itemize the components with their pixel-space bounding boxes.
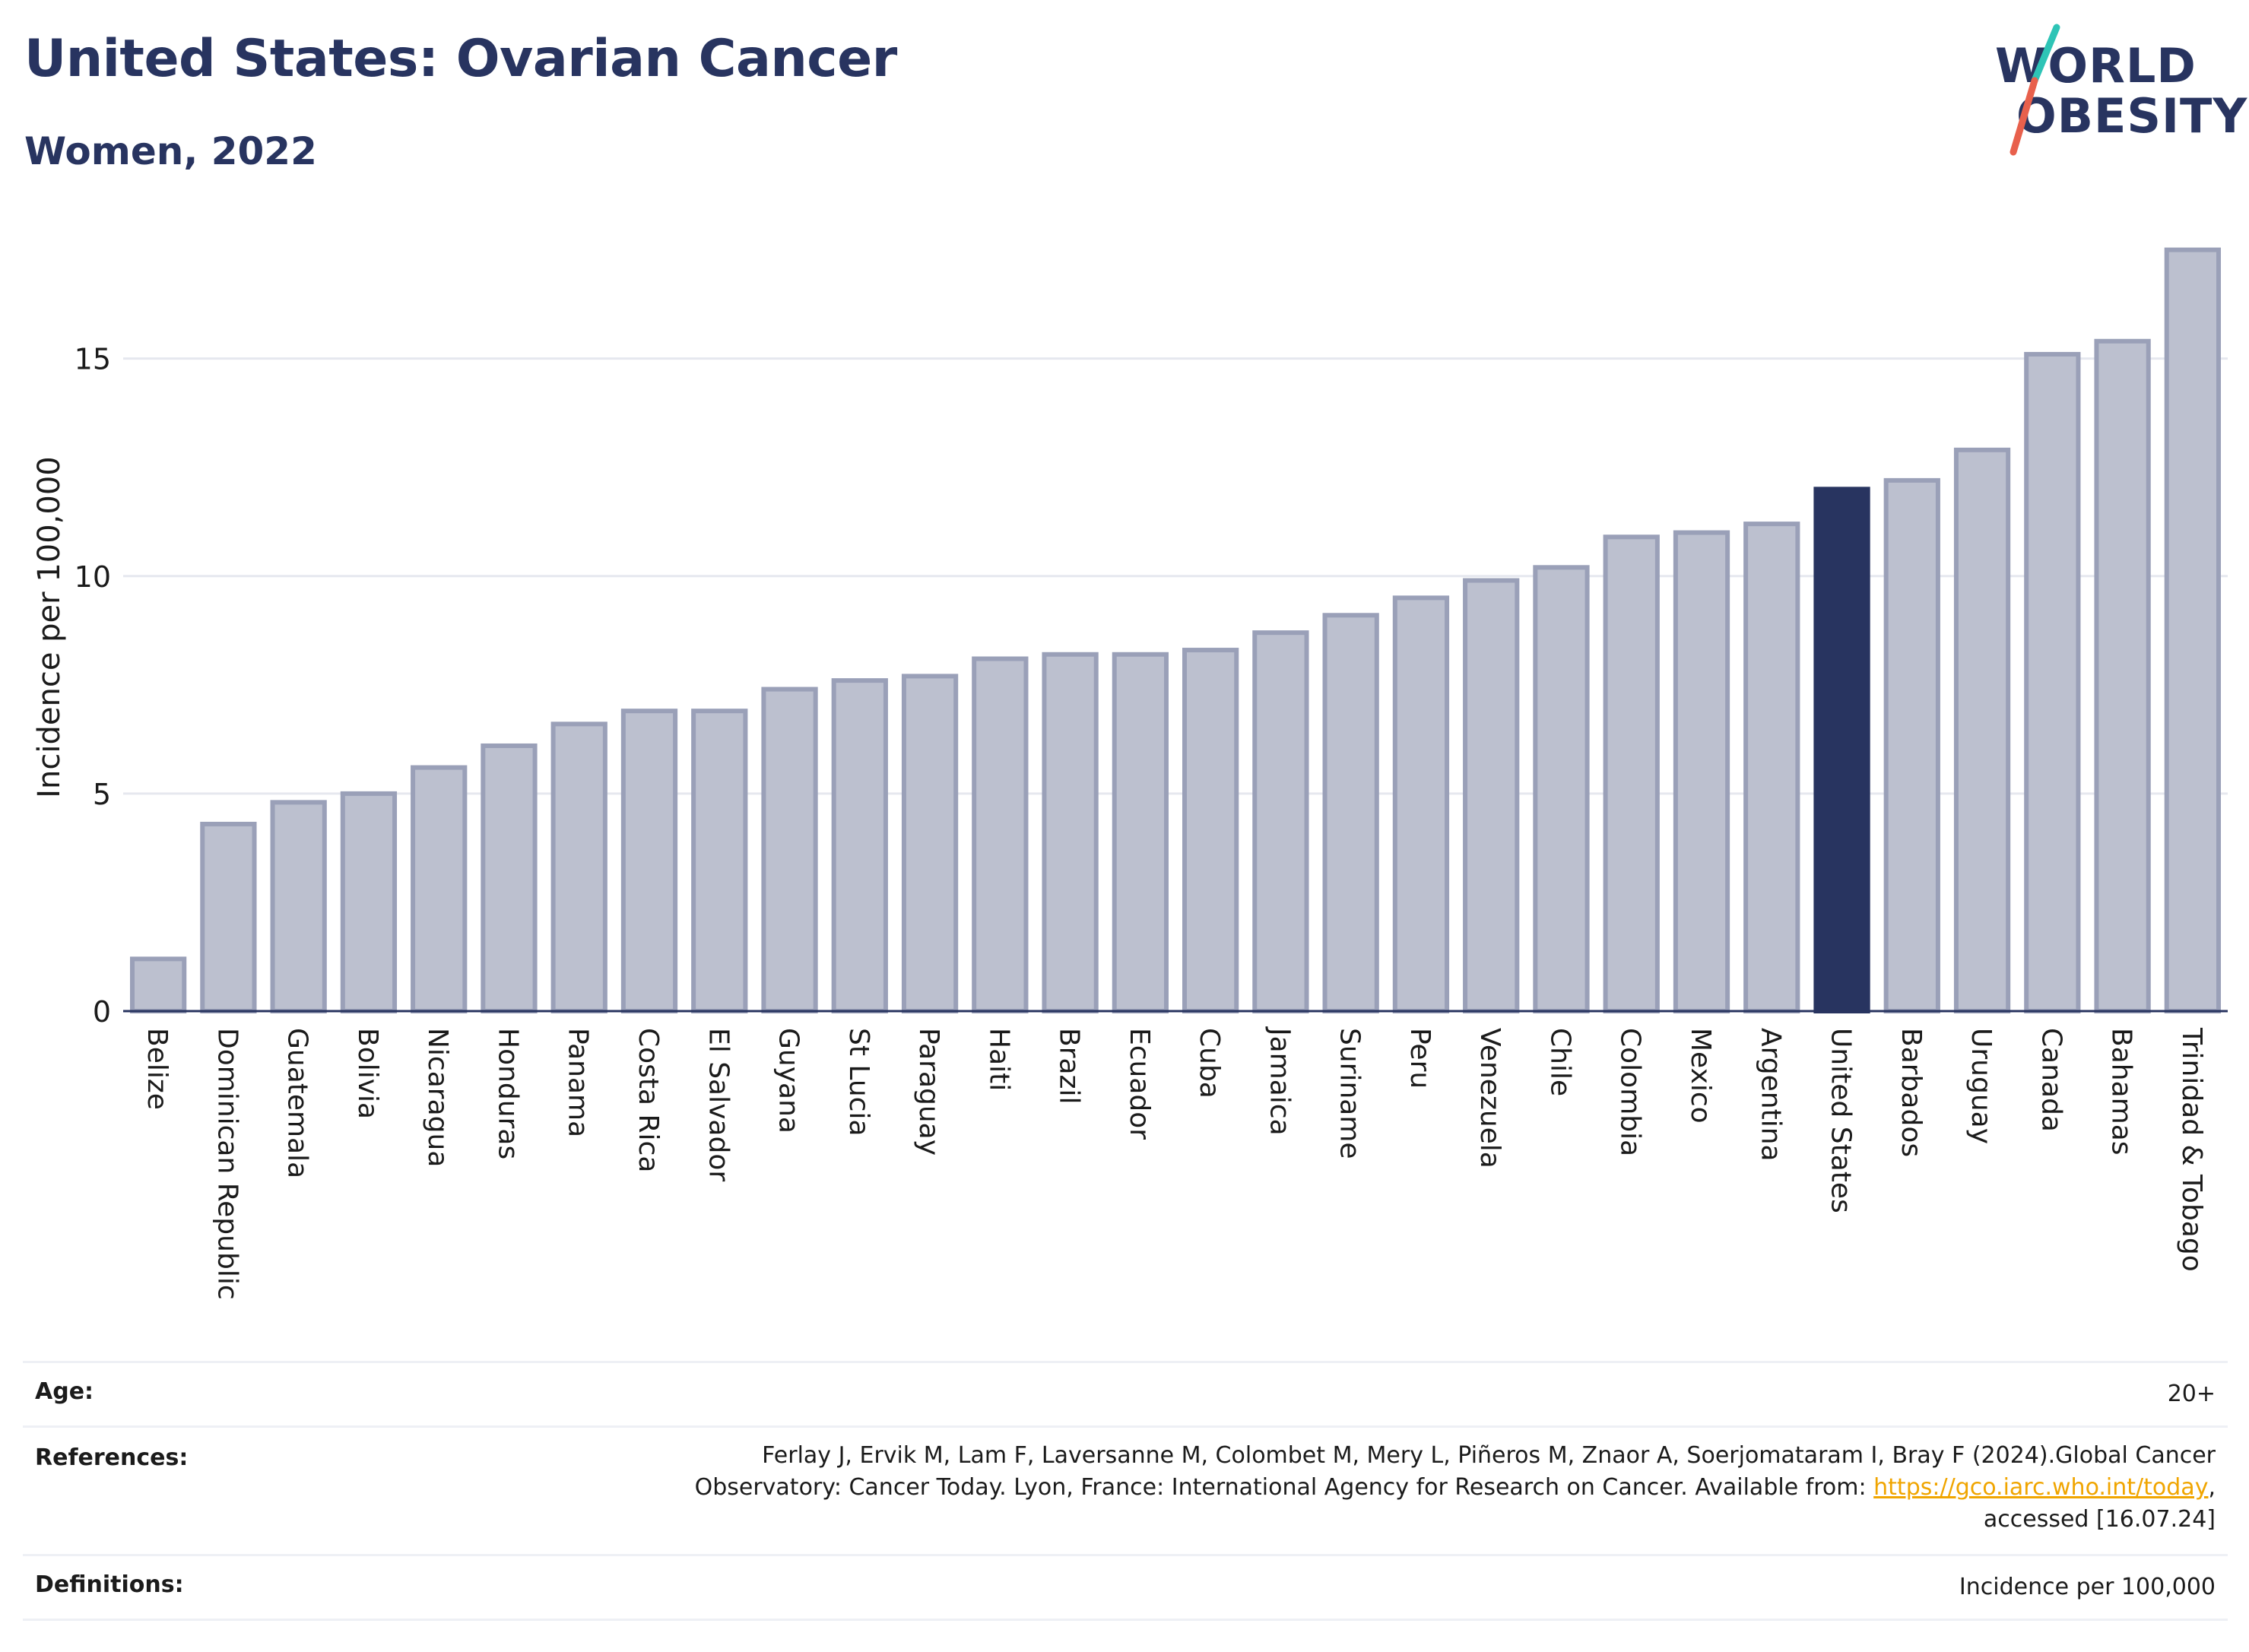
bar: [481, 743, 538, 1013]
references-line-3: accessed [16.07.24]: [1983, 1506, 2216, 1533]
x-tick-label: Colombia: [1615, 1028, 1646, 1156]
age-label: Age:: [35, 1378, 94, 1405]
bar: [1112, 652, 1169, 1013]
bar: [2094, 338, 2151, 1013]
x-tick-label: Paraguay: [913, 1028, 944, 1156]
x-tick-label: Haiti: [983, 1028, 1014, 1091]
bar: [1813, 487, 1870, 1013]
y-tick-label: 5: [93, 778, 111, 811]
bar: [1673, 530, 1730, 1013]
bar: [1533, 565, 1590, 1013]
definitions-row: Definitions: Incidence per 100,000: [23, 1554, 2228, 1621]
logo-line-2: OBESITY: [2016, 88, 2248, 144]
x-tick-label: Mexico: [1685, 1028, 1716, 1124]
x-tick-label: Guyana: [773, 1028, 804, 1134]
x-tick-label: Jamaica: [1264, 1026, 1295, 1136]
page-subtitle: Women, 2022: [24, 129, 317, 173]
x-tick-label: Chile: [1544, 1028, 1575, 1096]
x-tick-label: Belize: [141, 1028, 173, 1110]
definitions-value: Incidence per 100,000: [1959, 1574, 2216, 1600]
references-text: Ferlay J, Ervik M, Lam F, Laversanne M, …: [23, 1428, 2228, 1536]
bar: [1953, 447, 2011, 1013]
bar: [1182, 648, 1239, 1013]
x-tick-label: Canada: [2035, 1028, 2067, 1132]
x-tick-label: Bolivia: [352, 1028, 383, 1119]
y-tick-label: 10: [75, 560, 111, 594]
bar: [2164, 247, 2222, 1014]
bar: [1392, 595, 1450, 1013]
x-tick-label: Uruguay: [1965, 1028, 1997, 1144]
references-link[interactable]: https://gco.iarc.who.int/today: [1873, 1474, 2209, 1501]
bar: [1252, 630, 1309, 1014]
x-tick-label: Barbados: [1895, 1028, 1927, 1157]
bar: [1322, 613, 1379, 1013]
x-tick-label: Guatemala: [282, 1028, 313, 1178]
bar: [129, 956, 187, 1014]
x-tick-label: El Salvador: [703, 1028, 734, 1181]
y-tick-label: 0: [93, 995, 111, 1029]
x-tick-label: Trinidad & Tobago: [2176, 1027, 2207, 1272]
bar: [901, 674, 959, 1014]
x-tick-label: Venezuela: [1474, 1028, 1505, 1168]
logo-slash-icon: [2010, 24, 2060, 156]
bar: [1743, 522, 1800, 1013]
references-line-2: Observatory: Cancer Today. Lyon, France:…: [23, 1472, 2216, 1504]
x-tick-label: Dominican Republic: [211, 1028, 243, 1300]
references-line-2-end: ,: [2208, 1474, 2216, 1501]
world-obesity-logo: WORLD OBESITY: [1984, 23, 2247, 160]
bar: [2024, 351, 2081, 1013]
x-tick-label: United States: [1826, 1028, 1857, 1213]
age-row: Age: 20+: [23, 1361, 2228, 1425]
x-tick-label: Cuba: [1194, 1028, 1225, 1099]
y-axis-label: Incidence per 100,000: [32, 456, 67, 798]
bar: [270, 800, 327, 1014]
references-label: References:: [35, 1444, 189, 1471]
bar: [1042, 652, 1099, 1013]
bar: [340, 791, 398, 1014]
bar: [1463, 578, 1520, 1013]
bar-chart: 0 5 10 15 Incidence per 100,000 Belize Dominic…: [32, 247, 2228, 1300]
logo-line-1: WORLD: [1995, 38, 2197, 94]
bar: [200, 821, 257, 1014]
bar: [411, 765, 468, 1013]
bar: [1603, 534, 1660, 1013]
page-title: United States: Ovarian Cancer: [24, 29, 897, 89]
bar: [972, 656, 1029, 1013]
bar: [831, 678, 888, 1013]
bar: [691, 709, 748, 1014]
x-tick-label: Panama: [563, 1028, 594, 1137]
x-tick-label: Costa Rica: [633, 1028, 664, 1172]
definitions-label: Definitions:: [35, 1571, 184, 1598]
references-row: References: Ferlay J, Ervik M, Lam F, La…: [23, 1425, 2228, 1554]
x-tick-label: Suriname: [1334, 1028, 1366, 1159]
references-line-2-text: Observatory: Cancer Today. Lyon, France:…: [694, 1474, 1874, 1501]
x-tick-label: St Lucia: [843, 1028, 874, 1137]
x-tick-label: Peru: [1404, 1028, 1435, 1089]
bar: [761, 686, 818, 1013]
references-line-1: Ferlay J, Ervik M, Lam F, Laversanne M, …: [762, 1442, 2216, 1469]
x-tick-label: Bahamas: [2106, 1028, 2137, 1156]
x-tick-label: Honduras: [492, 1028, 523, 1159]
bar: [620, 709, 678, 1014]
metadata-table: Age: 20+ References: Ferlay J, Ervik M, …: [23, 1361, 2228, 1621]
x-tick-label: Ecuador: [1124, 1028, 1155, 1140]
bar: [550, 721, 607, 1013]
x-tick-label: Argentina: [1755, 1028, 1786, 1162]
bar: [1883, 477, 1940, 1013]
x-tick-label: Nicaragua: [422, 1028, 453, 1167]
y-tick-label: 15: [75, 343, 111, 376]
x-tick-label: Brazil: [1054, 1028, 1085, 1104]
age-value: 20+: [2167, 1381, 2216, 1407]
